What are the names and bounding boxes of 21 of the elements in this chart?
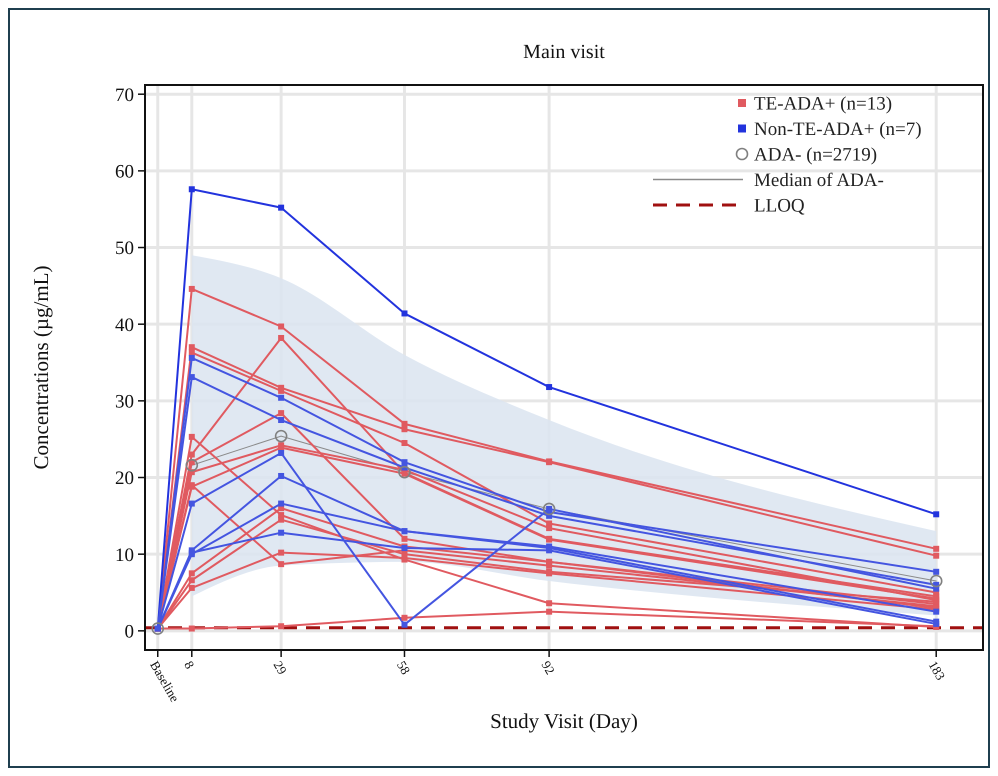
x-tick-label: 58 <box>394 658 414 678</box>
y-tick-label: 40 <box>115 314 134 336</box>
x-tick-label: 183 <box>926 658 948 683</box>
y-tick-label: 20 <box>115 468 134 490</box>
x-tick-label: 29 <box>270 658 290 678</box>
y-tick-label: 70 <box>115 84 134 106</box>
y-tick-label: 30 <box>115 392 134 412</box>
x-tick-label: 8 <box>181 658 198 672</box>
legend-label: Median of ADA- <box>754 170 884 192</box>
y-axis-title: Concentrations (µg/mL) <box>29 266 53 470</box>
legend-label: Non-TE-ADA+ (n=7) <box>754 119 922 140</box>
legend-label: LLOQ <box>754 196 805 217</box>
x-tick-label: 92 <box>538 658 558 678</box>
y-tick-label: 10 <box>115 544 134 566</box>
y-tick-label: 0 <box>124 621 134 642</box>
x-axis-title: Study Visit (Day) <box>490 709 638 733</box>
chart-title: Main visit <box>523 41 606 63</box>
y-tick-label: 60 <box>115 162 134 183</box>
y-tick-label: 50 <box>115 238 134 260</box>
legend-label: ADA- (n=2719) <box>754 144 878 166</box>
legend-label: TE-ADA+ (n=13) <box>754 94 892 115</box>
